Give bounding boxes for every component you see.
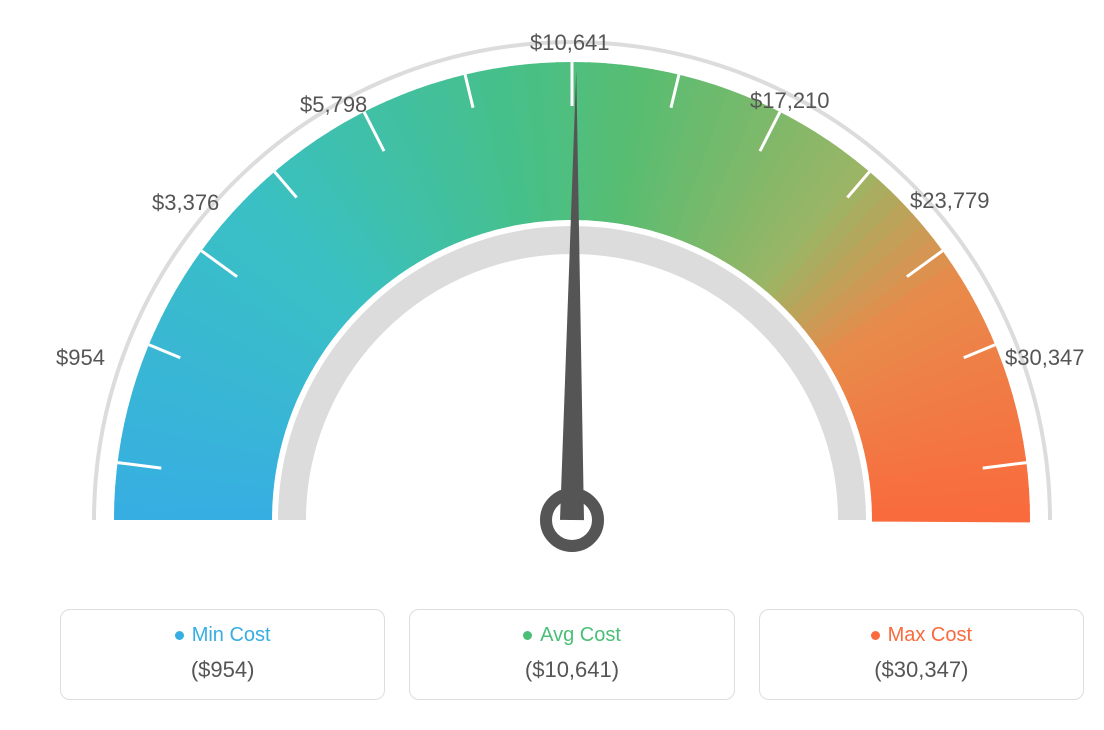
legend-title-text: Max Cost: [888, 624, 972, 647]
cost-gauge-chart: $954 $3,376 $5,798 $10,641 $17,210 $23,779 $30…: [20, 20, 1104, 710]
legend-title-text: Min Cost: [192, 624, 271, 647]
dot-icon: [871, 631, 880, 640]
gauge-tick-label: $30,347: [1005, 345, 1085, 371]
legend-value-min: ($954): [71, 657, 374, 683]
gauge-tick-label: $23,779: [910, 188, 990, 214]
gauge-area: $954 $3,376 $5,798 $10,641 $17,210 $23,779 $30…: [20, 20, 1104, 580]
legend-value-max: ($30,347): [770, 657, 1073, 683]
legend-row: Min Cost ($954) Avg Cost ($10,641) Max C…: [60, 609, 1084, 700]
legend-card-avg: Avg Cost ($10,641): [409, 609, 734, 700]
legend-card-min: Min Cost ($954): [60, 609, 385, 700]
gauge-tick-label: $17,210: [750, 88, 830, 114]
dot-icon: [523, 631, 532, 640]
gauge-tick-label: $3,376: [152, 190, 219, 216]
gauge-svg: [20, 20, 1104, 580]
legend-title-min: Min Cost: [175, 624, 271, 647]
legend-title-avg: Avg Cost: [523, 624, 621, 647]
legend-title-text: Avg Cost: [540, 624, 621, 647]
gauge-tick-label: $954: [56, 345, 105, 371]
gauge-tick-label: $10,641: [530, 30, 610, 56]
legend-card-max: Max Cost ($30,347): [759, 609, 1084, 700]
legend-value-avg: ($10,641): [420, 657, 723, 683]
gauge-tick-label: $5,798: [300, 92, 367, 118]
dot-icon: [175, 631, 184, 640]
legend-title-max: Max Cost: [871, 624, 972, 647]
